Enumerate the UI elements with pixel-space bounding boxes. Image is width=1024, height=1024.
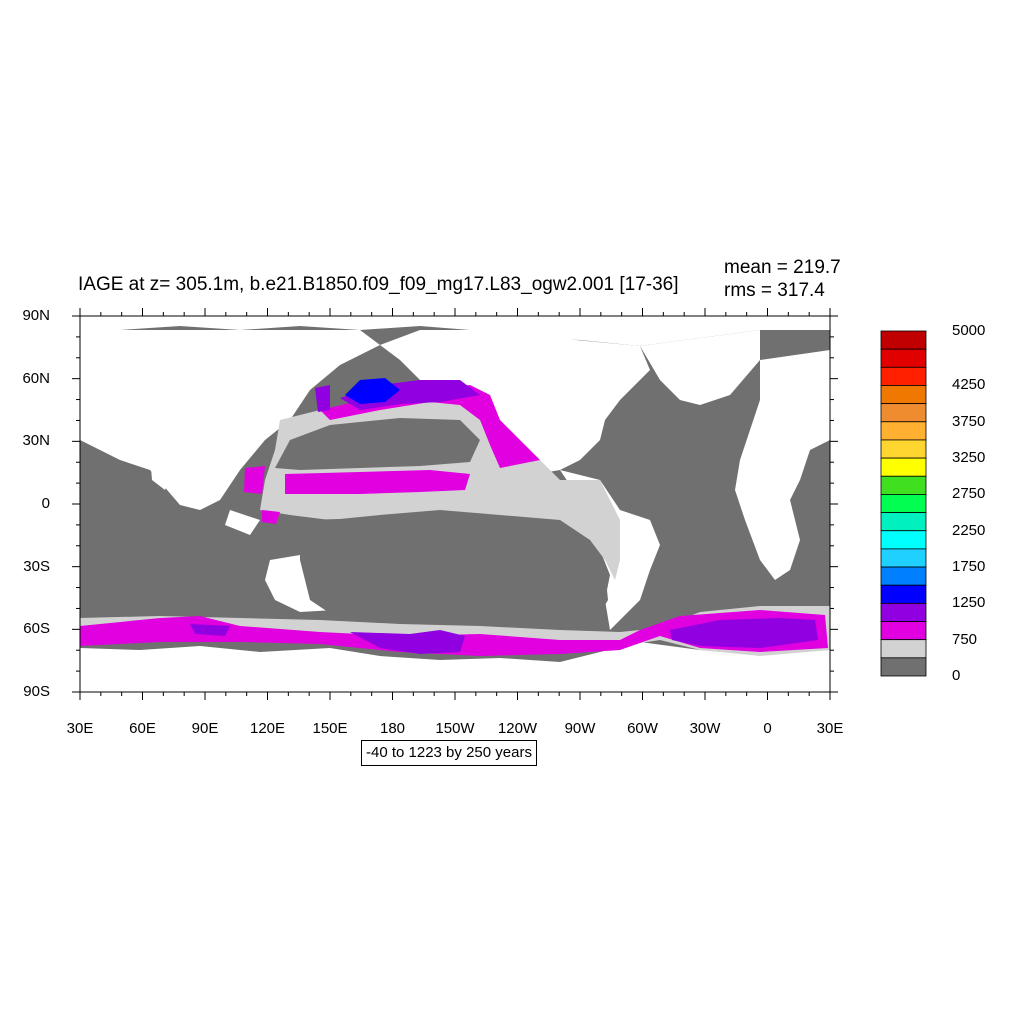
colorbar-swatch xyxy=(880,602,927,622)
lat-tick-label: 90N xyxy=(22,307,50,324)
subpolar-pacific-oldest xyxy=(345,378,400,404)
colorbar-swatch xyxy=(880,403,927,423)
colorbar-swatch xyxy=(880,639,927,659)
map-field xyxy=(80,316,830,692)
lat-tick-label: 90S xyxy=(23,683,50,700)
kamchatka-old-patch xyxy=(315,385,330,412)
colorbar-label: 0 xyxy=(952,667,961,684)
lon-tick-label: 0 xyxy=(763,720,772,737)
lon-tick-label: 30E xyxy=(66,720,94,737)
colorbar-swatch xyxy=(880,385,927,405)
southern-ocean-mid-age-band xyxy=(80,606,830,656)
colorbar-swatch xyxy=(880,457,927,477)
colorbar-swatch xyxy=(880,657,927,677)
lat-tick-label: 30N xyxy=(22,432,50,450)
lon-tick-label: 180 xyxy=(379,720,406,737)
colorbar-label: 2250 xyxy=(952,521,986,539)
colorbar-label: 750 xyxy=(952,630,978,648)
lon-tick-label: 90W xyxy=(564,720,596,737)
colorbar-label: 1250 xyxy=(952,594,986,612)
antarctica-land xyxy=(80,642,830,692)
colorbar-label: 1750 xyxy=(952,558,986,576)
greenland-land xyxy=(640,330,760,405)
africa-land xyxy=(735,350,830,580)
colorbar-label: 2750 xyxy=(952,485,986,503)
lon-tick-label: 60E xyxy=(129,720,156,737)
indonesia-land xyxy=(225,510,260,535)
rms-stat: rms = 317.4 xyxy=(724,280,825,301)
north-america-land xyxy=(380,330,650,475)
colorbar-swatch xyxy=(880,330,927,350)
colorbar xyxy=(880,330,927,677)
weddell-older-patch xyxy=(670,618,818,648)
colorbar-swatch xyxy=(880,530,927,550)
colorbar-swatch xyxy=(880,621,927,641)
lon-tick-label: 150E xyxy=(312,720,348,737)
colorbar-swatch xyxy=(880,348,927,368)
ross-sea-older-patch xyxy=(350,630,465,654)
colorbar-swatch xyxy=(880,566,927,586)
colorbar-swatch xyxy=(880,512,927,532)
lon-tick-label: 90E xyxy=(191,720,219,737)
south-pacific-gyre-young xyxy=(300,514,608,634)
colorbar-swatch xyxy=(880,584,927,604)
colorbar-label: 3750 xyxy=(952,412,986,430)
north-pacific-gyre-young xyxy=(275,418,480,470)
lon-tick-label: 60W xyxy=(627,720,658,737)
colorbar-swatch xyxy=(880,475,927,495)
lat-ticks xyxy=(72,315,838,693)
lat-tick-label: 60N xyxy=(22,369,50,387)
indonesia-old-patch xyxy=(262,510,280,524)
lat-tick-label: 0 xyxy=(41,495,50,512)
lon-tick-label: 30E xyxy=(816,720,844,737)
lon-tick-label: 120E xyxy=(249,720,286,737)
colorbar-swatch xyxy=(880,439,927,459)
lon-tick-label: 30W xyxy=(689,720,721,737)
southern-indian-older-patch xyxy=(190,624,230,636)
colorbar-swatch xyxy=(880,494,927,513)
colorbar-label: 3250 xyxy=(952,449,986,467)
arctic-land xyxy=(80,316,830,346)
map-title: IAGE at z= 305.1m, b.e21.B1850.f09_f09_m… xyxy=(78,274,679,295)
lat-tick-label: 60S xyxy=(23,620,50,638)
lon-tick-label: 150W xyxy=(435,720,475,737)
lon-ticks xyxy=(79,308,831,700)
colorbar-label: 5000 xyxy=(952,322,986,339)
colorbar-swatch xyxy=(880,366,927,386)
colorbar-swatch xyxy=(880,548,927,568)
north-pacific-old-band xyxy=(285,470,470,494)
contour-range-label: -40 to 1223 by 250 years xyxy=(361,740,537,766)
lat-tick-label: 30S xyxy=(23,557,50,575)
colorbar-label: 4250 xyxy=(952,376,986,394)
lon-tick-label: 120W xyxy=(497,720,538,737)
colorbar-swatch xyxy=(880,421,927,441)
mean-stat: mean = 219.7 xyxy=(724,257,841,278)
india-land xyxy=(150,455,175,490)
west-pacific-old-patch xyxy=(244,466,265,494)
